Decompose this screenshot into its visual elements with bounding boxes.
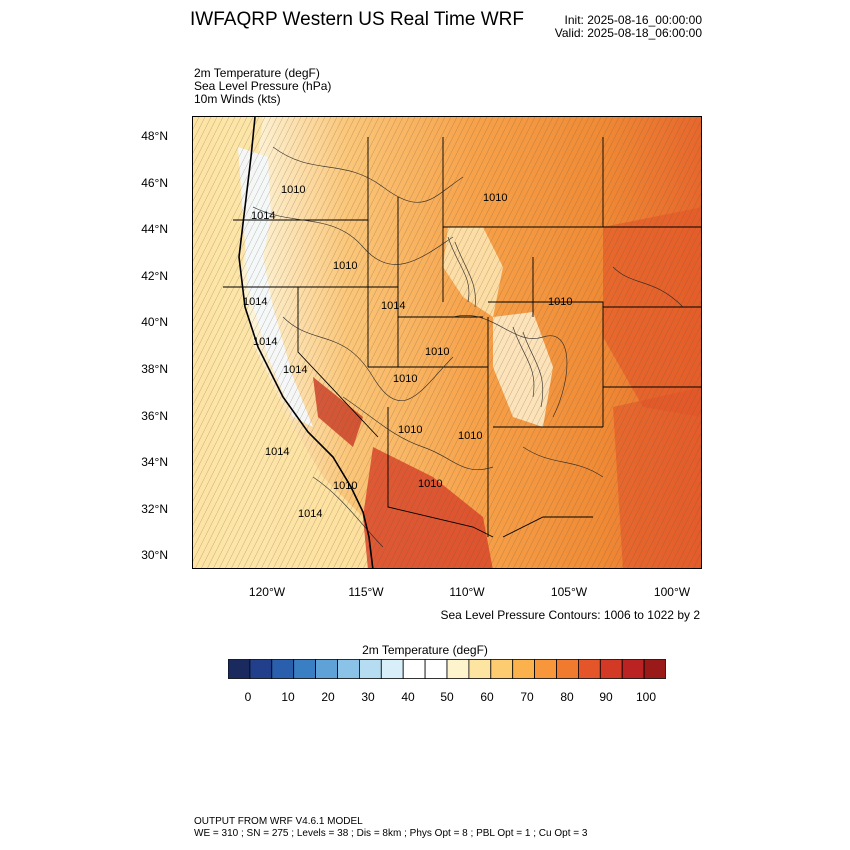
colorbar-swatch bbox=[621, 659, 645, 679]
colorbar-label: 30 bbox=[361, 690, 375, 704]
lon-label: 110°W bbox=[449, 585, 485, 599]
isobar-label: 1014 bbox=[381, 300, 405, 312]
lat-label: 40°N bbox=[141, 315, 168, 329]
isobar-label: 1010 bbox=[398, 424, 422, 436]
lon-label: 115°W bbox=[348, 585, 384, 599]
colorbar-swatch bbox=[293, 659, 316, 679]
lat-label: 30°N bbox=[141, 548, 168, 562]
lat-label: 48°N bbox=[141, 129, 168, 143]
colorbar-swatch bbox=[337, 659, 360, 679]
colorbar-swatch bbox=[402, 659, 426, 679]
footer-settings: WE = 310 ; SN = 275 ; Levels = 38 ; Dis … bbox=[194, 828, 588, 839]
isobar-label: 1010 bbox=[333, 480, 357, 492]
wind-barbs bbox=[193, 117, 701, 568]
footer-model: OUTPUT FROM WRF V4.6.1 MODEL bbox=[194, 816, 363, 827]
isobar-contours bbox=[252, 146, 684, 548]
isobar-label: 1010 bbox=[333, 260, 357, 272]
init-time: Init: 2025-08-16_00:00:00 bbox=[564, 13, 702, 27]
map-plot: 1010 1014 1014 1014 1010 1010 1014 1010 … bbox=[193, 117, 701, 568]
lat-label: 38°N bbox=[141, 362, 168, 376]
colorbar-label: 50 bbox=[440, 690, 454, 704]
lon-label: 105°W bbox=[550, 585, 588, 599]
colorbar-label: 100 bbox=[635, 690, 657, 704]
lat-label: 34°N bbox=[141, 455, 168, 469]
colorbar-swatch bbox=[512, 659, 536, 679]
isobar-label: 1014 bbox=[243, 296, 267, 308]
lon-label: 100°W bbox=[653, 585, 691, 599]
colorbar-swatch bbox=[577, 659, 601, 679]
colorbar-swatch bbox=[228, 659, 251, 679]
map-title: IWFAQRP Western US Real Time WRF bbox=[190, 9, 524, 30]
isobar-label: 1010 bbox=[548, 296, 572, 308]
isobar-label: 1010 bbox=[483, 192, 507, 204]
colorbar-title: 2m Temperature (degF) bbox=[362, 643, 488, 657]
colorbar-swatch bbox=[424, 659, 448, 679]
colorbar-swatch bbox=[556, 659, 579, 679]
isobar-label: 1010 bbox=[418, 478, 442, 490]
isobar-label: 1010 bbox=[393, 373, 417, 385]
lat-label: 42°N bbox=[141, 269, 168, 283]
temperature-map: 1010 1014 1014 1014 1010 1010 1014 1010 … bbox=[192, 116, 702, 569]
colorbar bbox=[228, 659, 666, 679]
isobar-label: 1010 bbox=[281, 184, 305, 196]
lat-label: 44°N bbox=[141, 222, 168, 236]
colorbar-swatch bbox=[271, 659, 295, 679]
colorbar-label: 80 bbox=[560, 690, 574, 704]
colorbar-label: 20 bbox=[321, 690, 335, 704]
field-label-winds: 10m Winds (kts) bbox=[194, 92, 281, 106]
colorbar-swatch bbox=[249, 659, 273, 679]
isobar-label: 1010 bbox=[458, 430, 482, 442]
pacific-coastline bbox=[238, 117, 374, 568]
colorbar-label: 40 bbox=[401, 690, 415, 704]
colorbar-swatch bbox=[534, 659, 557, 679]
colorbar-swatch bbox=[468, 659, 492, 679]
isobar-label: 1010 bbox=[425, 346, 449, 358]
colorbar-label: 0 bbox=[244, 690, 252, 704]
colorbar-swatch bbox=[599, 659, 623, 679]
lat-label: 46°N bbox=[141, 176, 168, 190]
field-label-pressure: Sea Level Pressure (hPa) bbox=[194, 79, 332, 93]
colorbar-swatch bbox=[380, 659, 404, 679]
field-label-temperature: 2m Temperature (degF) bbox=[194, 66, 320, 80]
isobar-label: 1014 bbox=[283, 364, 307, 376]
colorbar-label: 10 bbox=[281, 690, 295, 704]
lat-label: 32°N bbox=[141, 502, 168, 516]
slp-contour-note: Sea Level Pressure Contours: 1006 to 102… bbox=[440, 608, 701, 622]
lon-label: 120°W bbox=[248, 585, 286, 599]
colorbar-swatch bbox=[315, 659, 338, 679]
colorbar-label: 60 bbox=[480, 690, 494, 704]
colorbar-label: 90 bbox=[599, 690, 613, 704]
isobar-label: 1014 bbox=[298, 508, 322, 520]
colorbar-swatch bbox=[358, 659, 382, 679]
colorbar-swatch bbox=[643, 659, 666, 679]
lat-label: 36°N bbox=[141, 409, 168, 423]
colorbar-swatch bbox=[490, 659, 514, 679]
isobar-label: 1014 bbox=[251, 210, 275, 222]
colorbar-swatch bbox=[446, 659, 470, 679]
isobar-label: 1014 bbox=[253, 336, 277, 348]
isobar-label: 1014 bbox=[265, 446, 289, 458]
valid-time: Valid: 2025-08-18_06:00:00 bbox=[554, 26, 702, 40]
colorbar-label: 70 bbox=[520, 690, 534, 704]
